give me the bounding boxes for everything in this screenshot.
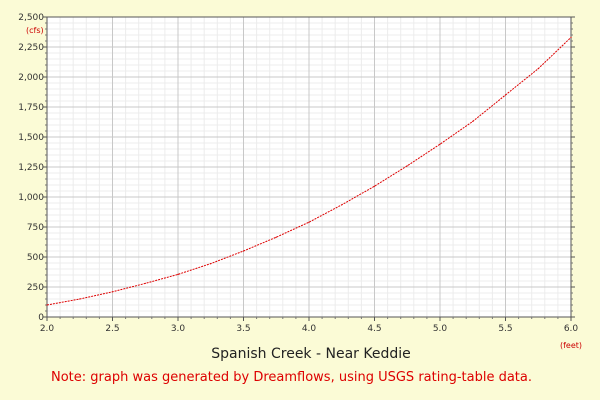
- rating-curve-point: [111, 291, 114, 293]
- x-axis-tick-labels: 2.0 2.5 3.0 3.5 4.0 4.5 5.0 5.5 6.0: [40, 324, 579, 334]
- major-grid: [47, 17, 571, 317]
- y-tick-label: 750: [27, 223, 44, 233]
- y-tick-label: 1,750: [18, 103, 44, 113]
- y-tick-label: 0: [38, 313, 44, 323]
- x-tick-label: 6.0: [564, 324, 579, 334]
- rating-curve-point: [570, 36, 572, 39]
- x-tick-label: 5.0: [433, 324, 448, 334]
- x-tick-label: 4.0: [302, 324, 317, 334]
- y-tick-label: 1,250: [18, 163, 44, 173]
- rating-curve-point: [46, 304, 48, 306]
- rating-curve-point: [439, 143, 441, 145]
- y-tick-label: 2,500: [18, 13, 44, 23]
- y-axis-tick-labels: 0 250 500 750 1,000 1,250 1,500 1,750 2,000 2,250…: [18, 13, 44, 323]
- rating-curve-point: [177, 273, 179, 275]
- x-tick-label: 3.0: [171, 324, 186, 334]
- rating-curve-point: [144, 282, 146, 284]
- series-group: [46, 36, 572, 306]
- rating-curve-point: [275, 236, 277, 238]
- x-tick-label: 2.0: [40, 324, 55, 334]
- rating-curve-point: [537, 68, 539, 70]
- y-tick-label: 1,500: [18, 133, 44, 143]
- x-tick-label: 3.5: [236, 324, 250, 334]
- y-tick-label: 500: [27, 253, 44, 263]
- x-tick-label: 2.5: [105, 324, 119, 334]
- x-tick-label: 5.5: [498, 324, 512, 334]
- rating-curve-point: [373, 185, 376, 187]
- rating-curve-point: [472, 120, 474, 122]
- chart-title: Spanish Creek - Near Keddie: [211, 346, 411, 362]
- rating-curve-point: [406, 165, 408, 167]
- rating-curve-point: [242, 250, 245, 252]
- rating-curve-point: [210, 263, 212, 265]
- y-tick-label: 1,000: [18, 193, 44, 203]
- y-tick-label: 250: [27, 283, 44, 293]
- axis-ticks: [43, 16, 575, 321]
- y-tick-label: 2,250: [18, 43, 44, 53]
- rating-curve-point: [79, 298, 81, 300]
- rating-curve-point: [504, 94, 507, 96]
- x-tick-label: 4.5: [367, 324, 381, 334]
- chart-note: Note: graph was generated by Dreamflows,…: [51, 370, 532, 385]
- y-axis-unit-label: (cfs): [26, 26, 44, 35]
- y-tick-label: 2,000: [18, 73, 44, 83]
- rating-curve-point: [341, 204, 343, 206]
- x-axis-unit-label: (feet): [560, 341, 582, 350]
- rating-curve-point: [308, 221, 310, 223]
